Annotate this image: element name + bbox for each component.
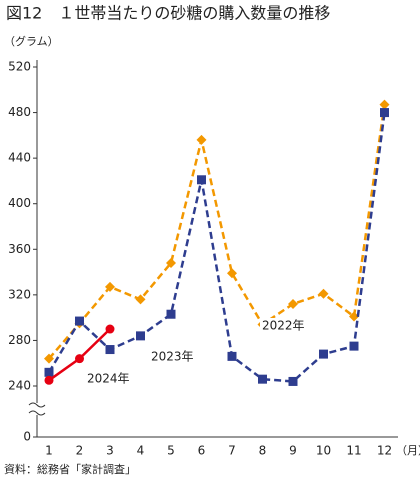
point (105, 345, 115, 355)
x-tick-label: 1 (45, 444, 53, 458)
y-tick-label: 280 (8, 333, 31, 347)
y-tick-label: 240 (8, 379, 31, 393)
series-label: 2024年 (87, 372, 130, 386)
y-tick-label: 400 (8, 196, 31, 210)
y-tick-label: 360 (8, 242, 31, 256)
y-tick-label: 520 (8, 60, 31, 74)
point (166, 309, 176, 319)
point (44, 367, 54, 377)
x-tick-label: 10 (316, 444, 331, 458)
x-unit: （月） (396, 444, 420, 457)
series-label-bg (149, 349, 195, 365)
series-line (48, 104, 386, 360)
point (44, 375, 54, 385)
y-tick-label: 320 (8, 287, 31, 301)
series-label-bg (260, 318, 306, 334)
chart-title: 図12 １世帯当たりの砂糖の購入数量の推移 (6, 4, 330, 23)
series-line (47, 112, 386, 383)
point (196, 134, 207, 145)
point (44, 353, 54, 364)
point (318, 288, 329, 299)
point (105, 324, 115, 334)
point (288, 298, 298, 309)
x-tick-label: 3 (106, 444, 114, 458)
x-tick-label: 5 (167, 444, 175, 458)
axis-break-gap (29, 403, 45, 415)
point (136, 331, 145, 341)
point (75, 316, 84, 326)
point (379, 99, 390, 110)
x-tick-label: 4 (137, 444, 145, 458)
point (75, 354, 84, 364)
x-tick-label: 8 (259, 444, 267, 458)
y-tick-label: 440 (8, 151, 31, 165)
y-unit: （グラム） (4, 34, 59, 48)
point (349, 311, 359, 322)
x-tick-label: 11 (346, 444, 361, 458)
point (135, 294, 146, 305)
x-tick-label: 7 (228, 444, 236, 458)
x-tick-label: 6 (198, 444, 206, 458)
point (227, 268, 237, 279)
point (105, 281, 115, 292)
point (166, 257, 176, 268)
point (258, 374, 267, 384)
y-tick-label: 0 (23, 430, 31, 444)
x-tick-label: 2 (76, 444, 84, 458)
axis-break (28, 402, 46, 416)
point (319, 349, 328, 359)
point (349, 341, 359, 351)
series-label: 2023年 (151, 350, 194, 364)
source: 資料：総務省「家計調査」 (4, 462, 136, 476)
x-tick-label: 12 (377, 444, 392, 458)
point (227, 351, 237, 361)
series-label: 2022年 (262, 319, 305, 333)
point (288, 376, 298, 386)
point (380, 108, 389, 118)
series-label-bg (85, 371, 131, 387)
y-tick-label: 480 (8, 105, 31, 119)
x-tick-label: 9 (289, 444, 297, 458)
point (197, 175, 206, 185)
